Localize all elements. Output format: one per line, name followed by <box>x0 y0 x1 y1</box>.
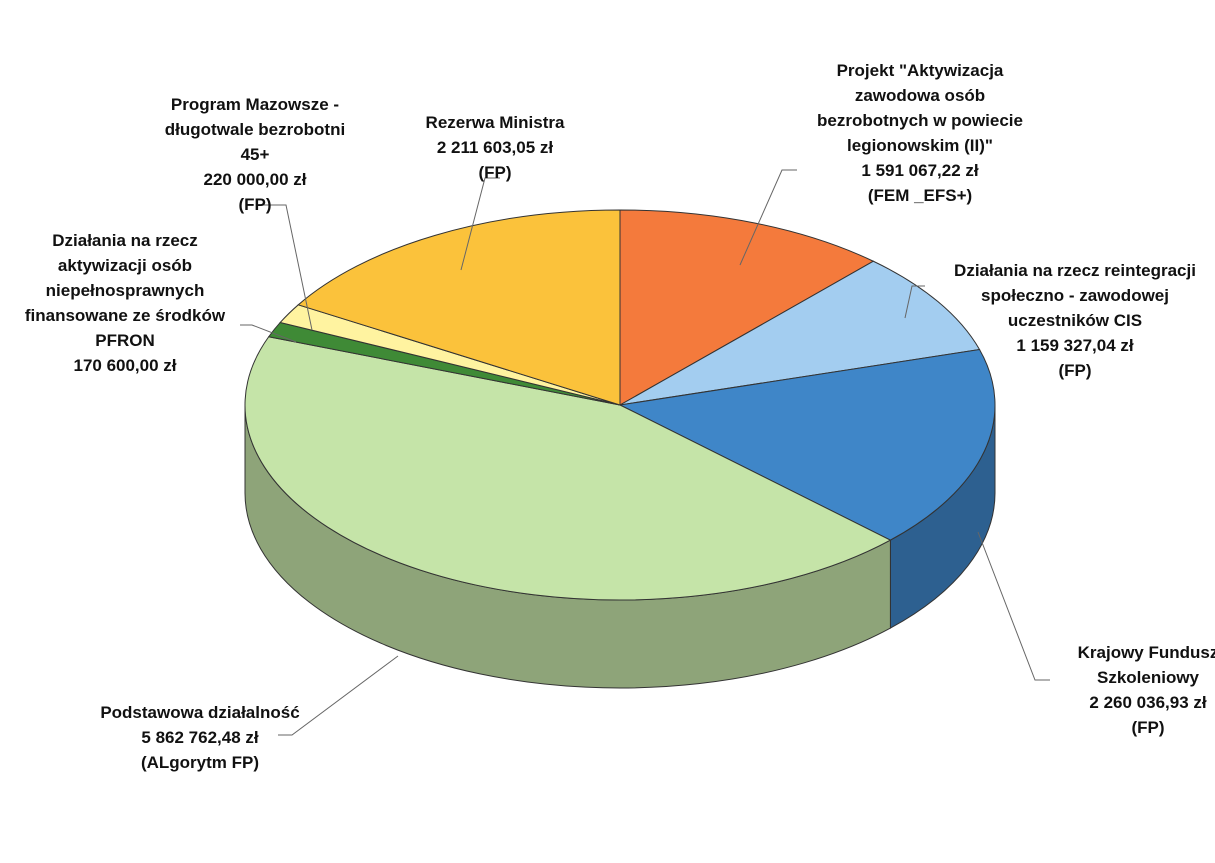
label-value: 170 600,00 zł <box>73 356 177 375</box>
label-value: 2 260 036,93 zł <box>1089 693 1207 712</box>
label-source: (FP) <box>1131 718 1165 737</box>
pie-slice <box>297 209 621 406</box>
label-value: 5 862 762,48 zł <box>141 728 259 747</box>
label-source: (FP) <box>478 163 512 182</box>
pie-slice <box>618 348 996 541</box>
label-value: 1 591 067,22 zł <box>861 161 979 180</box>
slice-label: Działania na rzecz aktywizacji osób niep… <box>10 228 240 378</box>
label-value: 220 000,00 zł <box>203 170 307 189</box>
label-name: Podstawowa działalność <box>100 703 300 722</box>
label-name: Program Mazowsze - długotwale bezrobotni… <box>164 95 346 164</box>
slice-label: Rezerwa Ministra 2 211 603,05 zł (FP) <box>395 110 595 185</box>
label-value: 1 159 327,04 zł <box>1016 336 1134 355</box>
label-source: (FP) <box>238 195 272 214</box>
leader-line <box>904 285 925 319</box>
slice-label: Podstawowa działalność 5 862 762,48 zł (AL… <box>75 700 325 775</box>
pie-slice <box>244 336 892 601</box>
slice-label: Działania na rzecz reintegracji społeczn… <box>930 258 1215 383</box>
label-name: Krajowy Fundusz Szkoleniowy <box>1077 643 1215 687</box>
leader-line <box>240 324 297 343</box>
slice-label: Krajowy Fundusz Szkoleniowy 2 260 036,93 … <box>1073 640 1215 740</box>
label-name: Działania na rzecz aktywizacji osób niep… <box>24 231 226 350</box>
leader-line <box>460 177 500 271</box>
label-source: (ALgorytm FP) <box>140 753 260 772</box>
label-source: (FP) <box>1058 361 1092 380</box>
label-name: Działania na rzecz reintegracji społeczn… <box>954 261 1196 330</box>
leader-line <box>977 531 1050 681</box>
pie-slice <box>619 209 875 406</box>
label-source: (FEM _EFS+) <box>867 186 973 205</box>
leader-line <box>278 655 399 736</box>
leader-line <box>262 204 313 331</box>
label-name: Rezerwa Ministra <box>425 113 565 132</box>
pie-slice <box>619 260 981 406</box>
slice-label: Program Mazowsze - długotwale bezrobotni… <box>155 92 355 217</box>
leader-line <box>739 169 797 266</box>
slice-label: Projekt "Aktywizacja zawodowa osób bezro… <box>800 58 1040 208</box>
label-value: 2 211 603,05 zł <box>436 138 554 157</box>
label-name: Projekt "Aktywizacja zawodowa osób bezro… <box>817 61 1023 155</box>
